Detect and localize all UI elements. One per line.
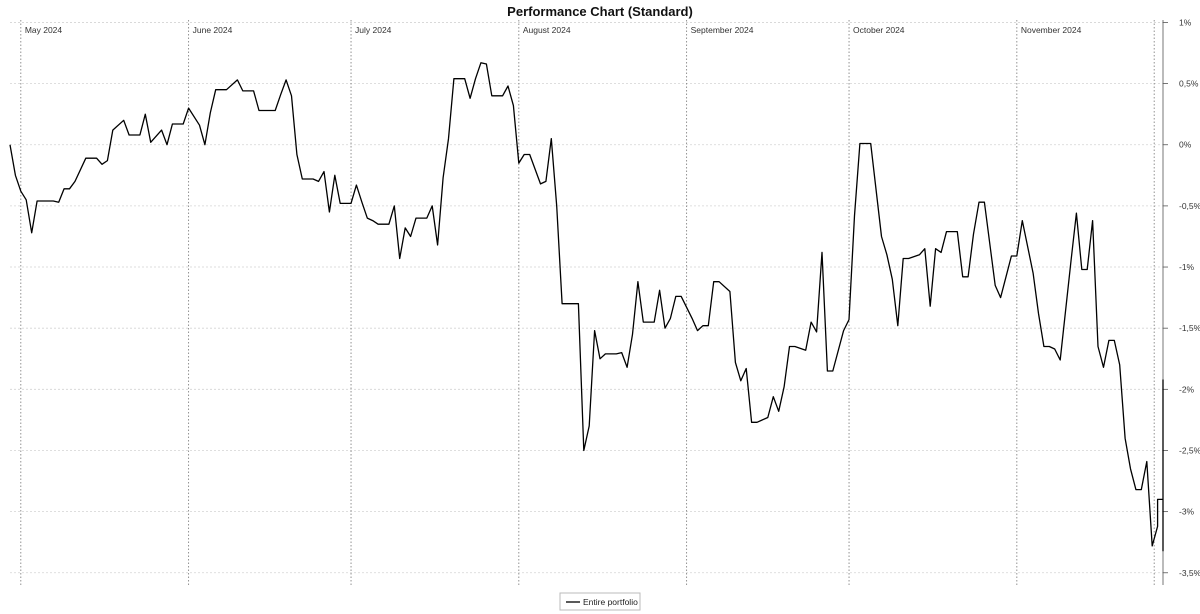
y-tick-label: -0,5% (1179, 201, 1200, 211)
month-label: July 2024 (355, 25, 392, 35)
y-tick-label: -1% (1179, 262, 1195, 272)
y-tick-label: -2,5% (1179, 445, 1200, 455)
chart-title: Performance Chart (Standard) (507, 4, 693, 19)
series-line-entire-portfolio (9, 62, 1164, 552)
legend: Entire portfolio (559, 592, 641, 611)
y-tick-label: -2% (1179, 384, 1195, 394)
y-tick-label: 0% (1179, 140, 1192, 150)
month-label: May 2024 (25, 25, 63, 35)
month-markers: May 2024 June 2024 July 2024 August 2024 Sep… (20, 20, 1155, 585)
month-label: October 2024 (853, 25, 905, 35)
y-tick-label: 0,5% (1179, 79, 1199, 89)
y-tick-label: 1% (1179, 17, 1192, 27)
y-tick-label: -1,5% (1179, 323, 1200, 333)
legend-label: Entire portfolio (583, 597, 638, 607)
month-label: August 2024 (523, 25, 571, 35)
legend-box (559, 592, 641, 611)
month-label: June 2024 (193, 25, 233, 35)
y-axis: 1% 0,5% 0% -0,5% -1% -1,5% -2% -2,5% -3% -3,5% (1162, 17, 1200, 585)
grid (10, 22, 1163, 574)
series-layer (9, 62, 1164, 552)
month-label: November 2024 (1021, 25, 1082, 35)
y-tick-label: -3,5% (1179, 568, 1200, 578)
y-tick-label: -3% (1179, 507, 1195, 517)
month-label: September 2024 (691, 25, 754, 35)
